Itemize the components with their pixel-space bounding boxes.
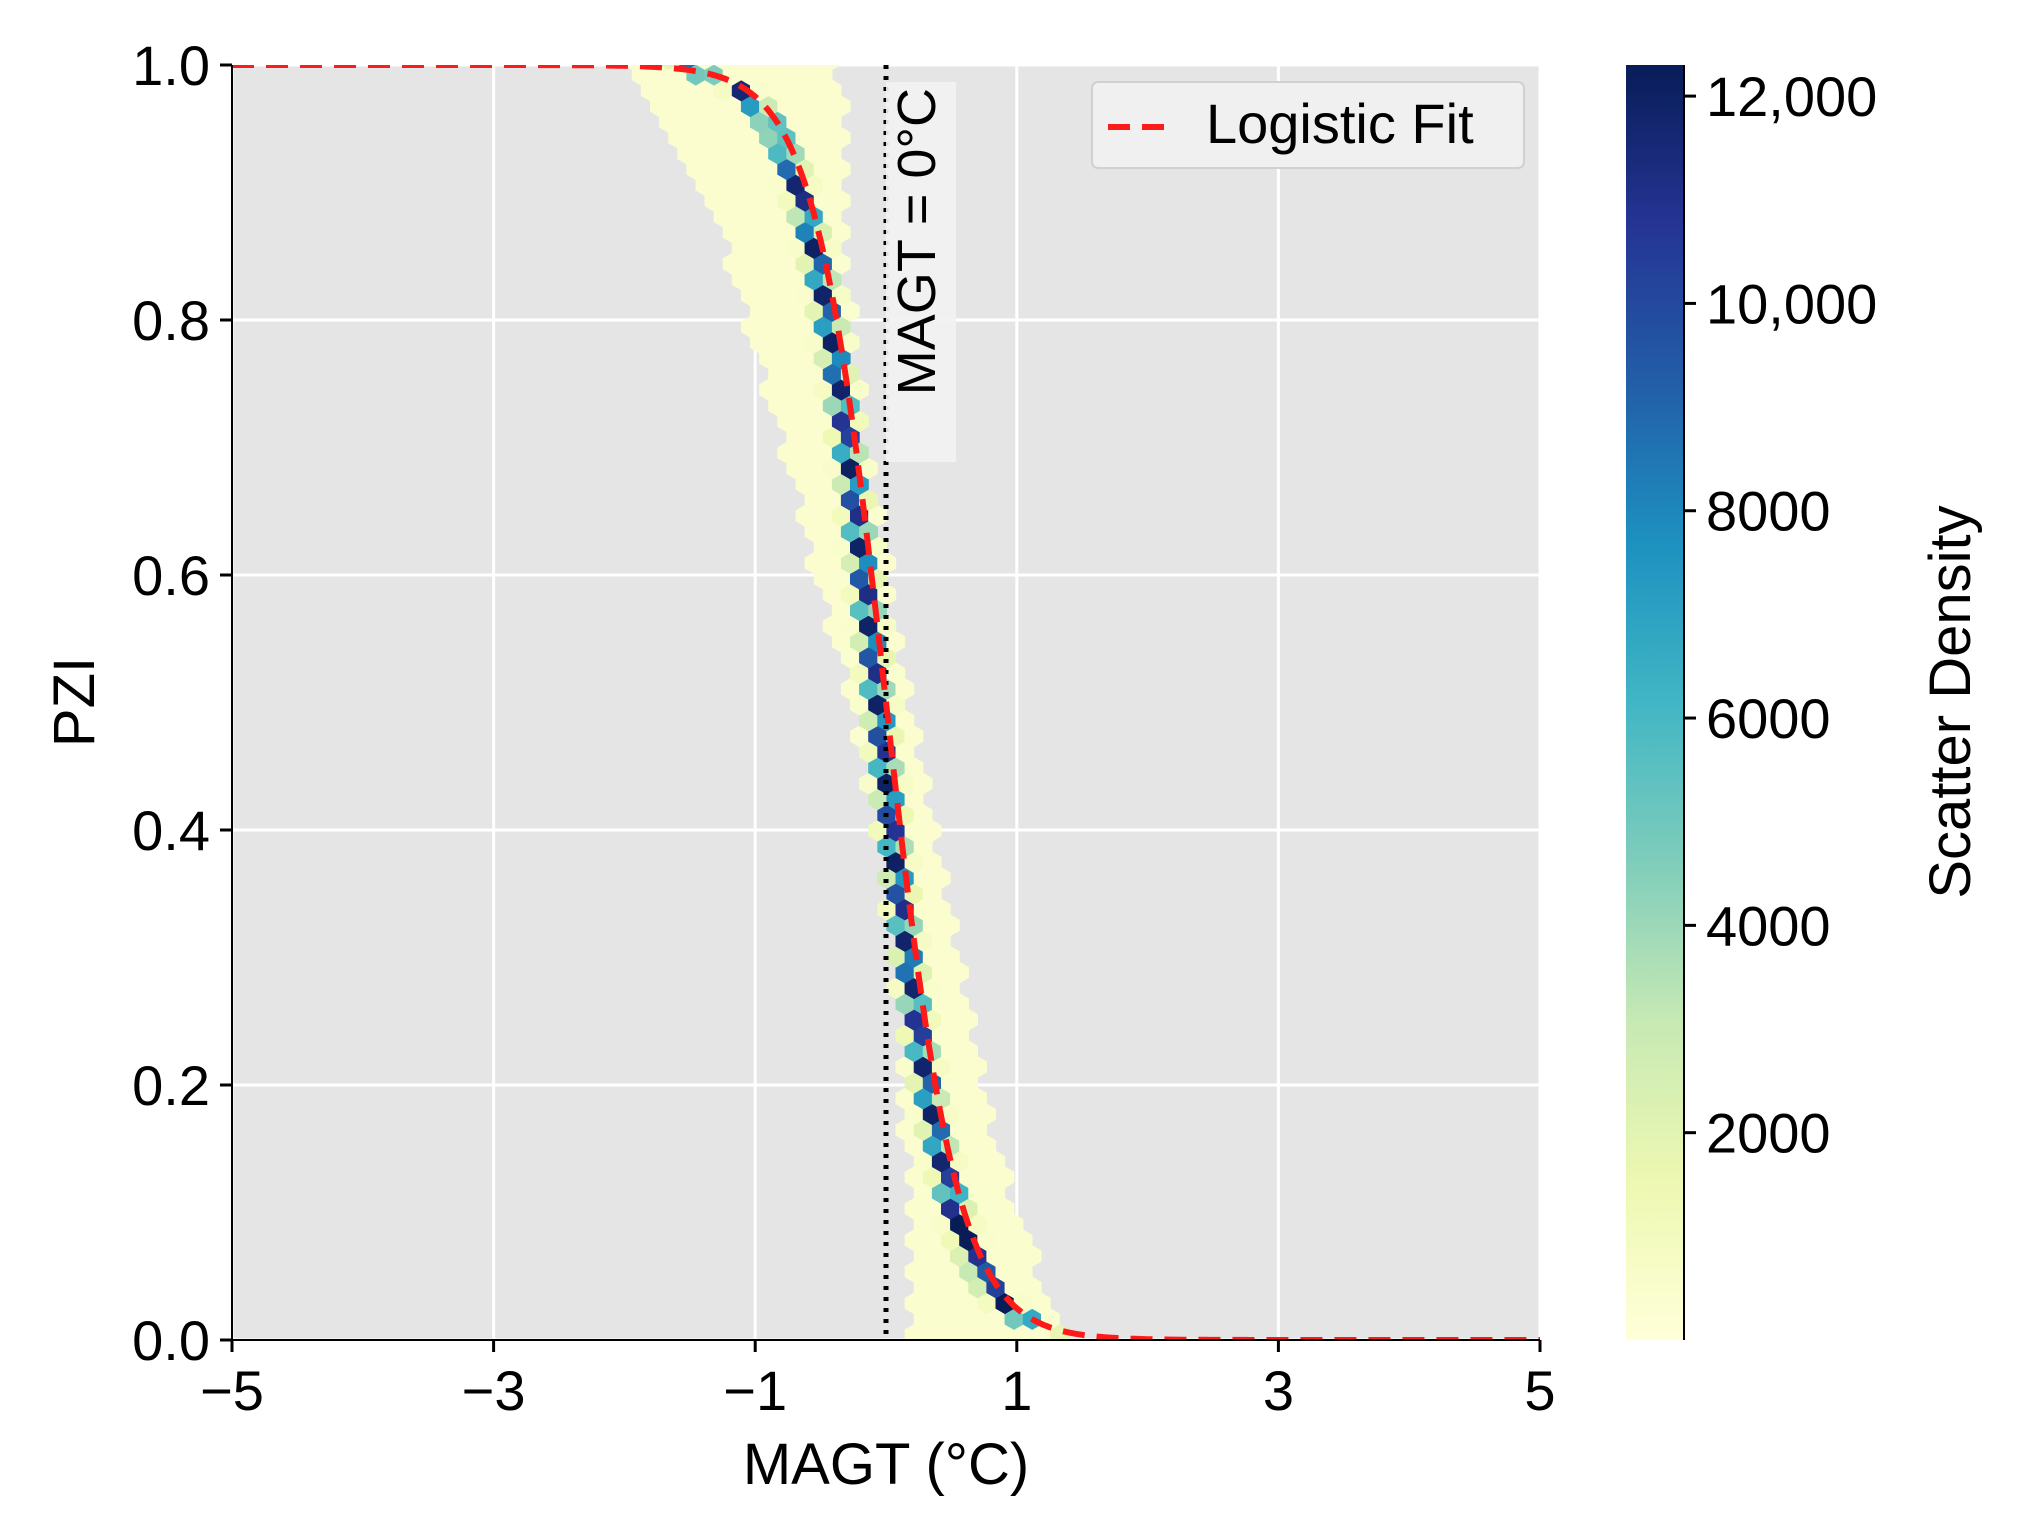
y-tick-label: 0.6 <box>132 544 210 607</box>
logistic-fit-line <box>232 65 1540 1340</box>
legend-entry-label: Logistic Fit <box>1206 92 1474 155</box>
x-tick-label: 5 <box>1524 1359 1555 1422</box>
x-axis-label: MAGT (°C) <box>743 1432 1029 1497</box>
colorbar-tick-label: 4000 <box>1706 894 1831 957</box>
hexbin-cell <box>750 65 768 70</box>
colorbar-ticks: 2000 4000 6000 8000 10,000 12,000 <box>1683 65 1877 1340</box>
hexbin-cell <box>977 1339 979 1340</box>
colorbar-tick-label: 2000 <box>1706 1102 1831 1165</box>
colorbar-label: Scatter Density <box>1918 505 1983 898</box>
x-tick-label: −1 <box>723 1359 787 1422</box>
hexbin-cell <box>813 65 833 86</box>
hexbin-cell <box>1031 1339 1033 1340</box>
legend-box <box>1091 81 1525 169</box>
x-tick-label: −5 <box>200 1359 264 1422</box>
y-tick-label: 0.0 <box>132 1309 210 1372</box>
y-tick-label: 1.0 <box>132 34 210 97</box>
hexbin-cell <box>940 1339 942 1340</box>
hexbin-cell <box>1013 1339 1015 1340</box>
x-tick-label: 3 <box>1263 1359 1294 1422</box>
hexbin-cell <box>787 65 805 70</box>
hexbin-cell <box>958 1339 961 1340</box>
hexbin-cell <box>922 1339 924 1340</box>
colorbar-gradient <box>1626 65 1684 1340</box>
x-tick-label: 1 <box>1001 1359 1032 1422</box>
hexbin-cell <box>660 65 677 70</box>
x-tick-label: −3 <box>462 1359 526 1422</box>
colorbar-tick-label: 8000 <box>1706 480 1831 543</box>
hexbin-cell <box>823 65 841 70</box>
reference-line-label: MAGT = 0°C <box>887 88 947 395</box>
axes: −5 −3 −1 1 3 5 0.0 0.2 0.4 0.6 0.8 1.0 <box>132 34 1555 1422</box>
hexbin-cell <box>714 65 732 70</box>
colorbar-tick-label: 10,000 <box>1706 272 1877 335</box>
y-tick-label: 0.8 <box>132 289 210 352</box>
hexbin-cell <box>995 1339 997 1340</box>
colorbar-tick-label: 12,000 <box>1706 65 1877 128</box>
y-tick-label: 0.4 <box>132 799 210 862</box>
reference-line-annotation: MAGT = 0°C <box>886 82 956 462</box>
hexbin-cell <box>805 65 823 70</box>
hexbin-cell <box>696 65 714 70</box>
hexbin-cell <box>623 65 641 70</box>
colorbar-tick-label: 6000 <box>1706 687 1831 750</box>
y-tick-label: 0.2 <box>132 1054 210 1117</box>
y-axis-label: PZI <box>42 657 107 747</box>
legend: Logistic Fit <box>1091 81 1525 169</box>
hexbin-cell <box>1049 1339 1051 1340</box>
hexbin-cell <box>769 65 787 70</box>
hexbin-cell <box>732 65 750 70</box>
colorbar: 2000 4000 6000 8000 10,000 12,000 Scatter Den… <box>1626 65 1983 1340</box>
